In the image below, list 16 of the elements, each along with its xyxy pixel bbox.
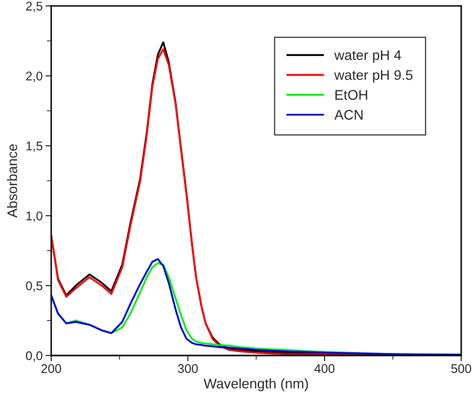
y-tick-label: 0,5 (26, 281, 42, 292)
y-tick-label: 2,0 (26, 72, 42, 82)
y-tick-label: 0,0 (26, 351, 42, 362)
y-tick-label: 1,5 (26, 142, 42, 152)
x-tick-label: 400 (314, 364, 334, 374)
legend-label: water pH 9.5 (334, 70, 412, 83)
y-tick-label: 1,0 (26, 211, 42, 222)
legend-label: water pH 4 (334, 50, 402, 63)
x-tick-label: 500 (451, 364, 472, 374)
legend-label: EtOH (335, 90, 368, 100)
x-axis-title: Wavelength (nm) (204, 378, 308, 392)
x-tick-label: 200 (41, 364, 62, 374)
x-tick-label: 300 (178, 364, 198, 374)
legend-label: ACN (334, 110, 363, 120)
y-axis-title: Absorbance (6, 144, 18, 218)
y-tick-label: 2,5 (26, 2, 42, 12)
